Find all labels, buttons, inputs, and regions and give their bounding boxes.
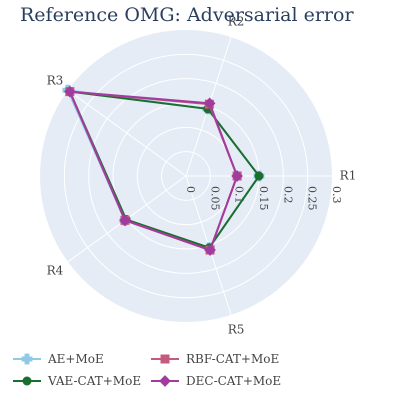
grid-spoke: [67, 89, 187, 177]
radial-tick-label: 0.05: [208, 186, 221, 211]
legend-item-vae-cat-moe[interactable]: VAE-CAT+MoE: [12, 374, 141, 388]
radial-tick-label: 0: [184, 186, 197, 193]
data-point: [119, 214, 131, 227]
data-point: [203, 97, 216, 110]
axis-label-r3: R3: [47, 73, 64, 87]
series-dec-cat-moe: [64, 85, 243, 256]
legend-marker: [22, 376, 32, 386]
axis-label-r4: R4: [47, 264, 64, 278]
data-point: [204, 244, 216, 256]
legend-swatch: [13, 376, 41, 386]
radial-tick-label: 0.1: [233, 186, 246, 204]
radial-tick-label: 0.25: [306, 186, 319, 211]
data-point: [64, 85, 76, 98]
radial-tick-label: 0.15: [257, 186, 270, 211]
data-point: [231, 170, 243, 182]
chart-title: Reference OMG: Adversarial error: [20, 4, 354, 26]
radial-tick-label: 0.3: [330, 186, 343, 204]
legend-item-ae-moe[interactable]: AE+MoE: [12, 352, 104, 366]
legend-label: DEC-CAT+MoE: [186, 374, 282, 388]
legend-label: RBF-CAT+MoE: [186, 352, 280, 366]
legend-swatch: [151, 375, 179, 387]
axis-label-r2: R2: [228, 14, 245, 28]
axis-label-r1: R1: [340, 169, 357, 183]
series-line: [68, 90, 239, 252]
radial-tick-label: 0.2: [281, 186, 294, 204]
legend-label: AE+MoE: [48, 352, 104, 366]
legend-swatch: [13, 353, 41, 365]
legend-swatch: [151, 354, 179, 364]
legend-marker: [21, 353, 33, 365]
legend-label: VAE-CAT+MoE: [48, 374, 142, 388]
legend-marker: [159, 375, 171, 387]
legend-marker: [160, 354, 170, 364]
axis-label-r5: R5: [228, 323, 245, 337]
legend-item-dec-cat-moe[interactable]: DEC-CAT+MoE: [150, 374, 281, 388]
data-point: [254, 171, 264, 181]
legend-item-rbf-cat-moe[interactable]: RBF-CAT+MoE: [150, 352, 279, 366]
